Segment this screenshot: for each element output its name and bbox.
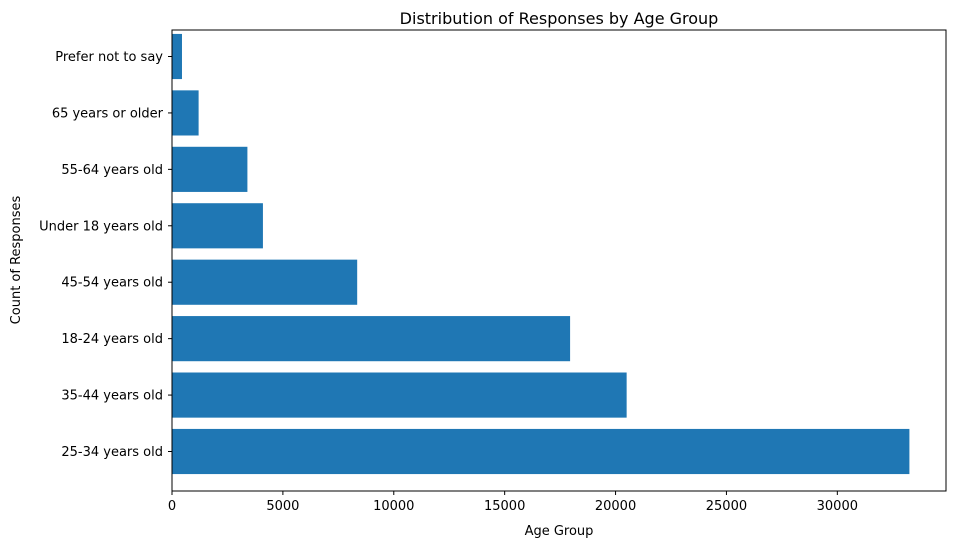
bar xyxy=(172,203,263,249)
x-tick-label: 15000 xyxy=(484,499,525,514)
y-tick-label: 55-64 years old xyxy=(61,163,163,178)
y-tick-label: Under 18 years old xyxy=(39,219,163,234)
bar xyxy=(172,33,182,80)
bar xyxy=(172,372,627,418)
y-tick-label: Prefer not to say xyxy=(55,50,163,65)
plot-frame xyxy=(171,29,947,492)
bar xyxy=(172,259,358,305)
y-tick-label: 65 years or older xyxy=(52,106,164,121)
x-tick-label: 20000 xyxy=(595,499,636,514)
x-tick-label: 30000 xyxy=(817,499,858,514)
y-tick-label: 35-44 years old xyxy=(61,389,163,404)
bar xyxy=(172,146,248,192)
x-tick-label: 10000 xyxy=(373,499,414,514)
bar xyxy=(172,90,199,136)
y-tick-label: 18-24 years old xyxy=(61,332,163,347)
y-axis-label: Count of Responses xyxy=(9,195,24,324)
chart-title: Distribution of Responses by Age Group xyxy=(400,9,719,28)
x-tick-label: 25000 xyxy=(706,499,747,514)
x-tick-label: 0 xyxy=(168,499,176,514)
bar xyxy=(172,428,910,475)
y-tick-label: 25-34 years old xyxy=(61,445,163,460)
bar xyxy=(172,316,571,362)
ticks-layer: 25-34 years old 35-44 years old 18-24 year… xyxy=(39,50,858,514)
x-tick-label: 5000 xyxy=(266,499,299,514)
y-tick-label: 45-54 years old xyxy=(61,276,163,291)
bars-layer xyxy=(172,33,910,475)
x-axis-label: Age Group xyxy=(525,524,594,539)
